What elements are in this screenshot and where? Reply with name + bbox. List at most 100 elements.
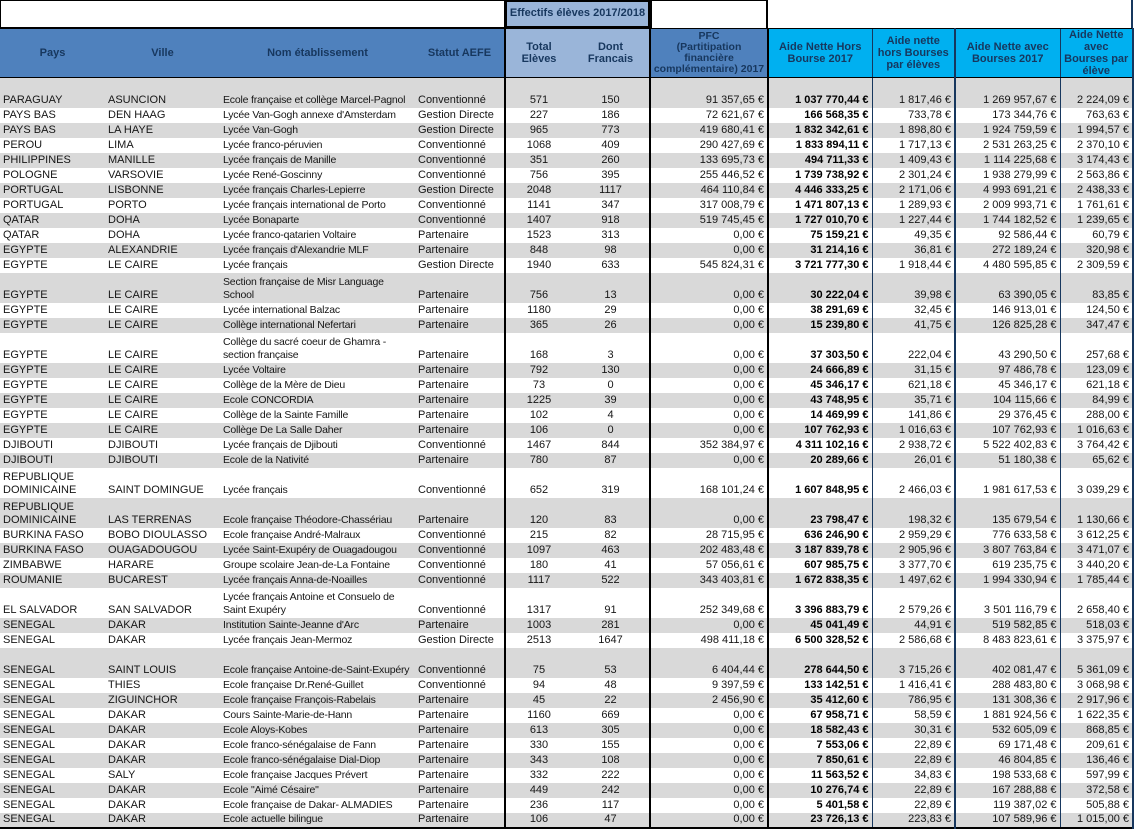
cell-aide-avec-par-eleve[interactable]: 288,00 € xyxy=(1059,407,1134,423)
cell-aide-avec-par-eleve[interactable]: 2 224,09 € xyxy=(1059,77,1134,108)
cell-pays[interactable]: PORTUGAL xyxy=(3,183,64,196)
cell-aide-avec-par-eleve[interactable]: 1 015,00 € xyxy=(1059,812,1134,828)
cell-nom-etablissement[interactable]: Lycée français xyxy=(223,258,288,271)
cell-statut-aefe[interactable]: Conventionné xyxy=(418,543,486,556)
cell-aide-avec-par-eleve[interactable]: 621,18 € xyxy=(1059,377,1134,393)
col-header-statut-aefe[interactable]: Statut AEFE xyxy=(415,28,505,78)
cell-pays[interactable]: POLOGNE xyxy=(3,168,58,181)
cell-nom-etablissement[interactable]: Lycée français de Djibouti xyxy=(223,438,338,451)
cell-aide-hors[interactable]: 607 985,75 € xyxy=(767,557,872,573)
cell-aide-avec[interactable]: 198 533,68 € xyxy=(954,767,1060,783)
cell-statut-aefe[interactable]: Partenaire xyxy=(418,798,469,811)
cell-nom-etablissement[interactable]: Lycée Van-Gogh xyxy=(223,123,298,136)
cell-ville[interactable]: SAN SALVADOR xyxy=(108,603,192,616)
cell-aide-avec[interactable]: 46 804,85 € xyxy=(954,752,1060,768)
cell-aide-avec[interactable]: 119 387,02 € xyxy=(954,797,1060,813)
cell-pays[interactable]: DJIBOUTI xyxy=(3,453,54,466)
cell-aide-avec[interactable]: 776 633,58 € xyxy=(954,527,1060,543)
cell-aide-hors-par-eleve[interactable]: 2 301,24 € xyxy=(871,167,955,183)
cell-nom-etablissement[interactable]: Lycée français Charles-Lepierre xyxy=(223,183,366,196)
cell-aide-avec[interactable]: 4 993 691,21 € xyxy=(954,182,1060,198)
cell-statut-aefe[interactable]: Conventionné xyxy=(418,213,486,226)
cell-aide-avec[interactable]: 1 744 182,52 € xyxy=(954,212,1060,228)
cell-aide-hors-par-eleve[interactable]: 1 817,46 € xyxy=(871,77,955,108)
col-header-aide-hors-par-eleve[interactable]: Aide nette hors Bourses par élèves xyxy=(871,28,955,78)
cell-ville[interactable]: DAKAR xyxy=(108,708,146,721)
cell-dont-francais[interactable]: 48 xyxy=(604,678,617,691)
cell-pfc[interactable]: 0,00 € xyxy=(649,332,768,363)
cell-pays[interactable]: SENEGAL xyxy=(3,798,55,811)
cell-aide-hors[interactable]: 15 239,80 € xyxy=(767,317,872,333)
cell-dont-francais[interactable]: 22 xyxy=(604,693,617,706)
cell-ville[interactable]: MANILLE xyxy=(108,153,156,166)
cell-nom-etablissement[interactable]: Section française de Misr Language Schoo… xyxy=(223,275,384,301)
cell-total-eleves[interactable]: 1180 xyxy=(504,302,572,318)
cell-aide-avec[interactable]: 146 913,01 € xyxy=(954,302,1060,318)
cell-dont-francais[interactable]: 186 xyxy=(601,108,620,121)
cell-aide-hors-par-eleve[interactable]: 2 959,29 € xyxy=(871,527,955,543)
cell-aide-hors[interactable]: 1 833 894,11 € xyxy=(767,137,872,153)
cell-ville[interactable]: DOHA xyxy=(108,228,140,241)
cell-aide-avec-par-eleve[interactable]: 3 174,43 € xyxy=(1059,152,1134,168)
cell-nom-etablissement[interactable]: Ecole franco-sénégalaise de Fann xyxy=(223,738,376,751)
cell-aide-hors[interactable]: 24 666,89 € xyxy=(767,362,872,378)
cell-aide-avec-par-eleve[interactable]: 257,68 € xyxy=(1059,332,1134,363)
cell-aide-avec-par-eleve[interactable]: 372,58 € xyxy=(1059,782,1134,798)
cell-nom-etablissement[interactable]: Ecole française François-Rabelais xyxy=(223,693,376,706)
cell-aide-hors-par-eleve[interactable]: 786,95 € xyxy=(871,692,955,708)
cell-aide-hors-par-eleve[interactable]: 2 171,06 € xyxy=(871,182,955,198)
cell-dont-francais[interactable]: 260 xyxy=(601,153,620,166)
cell-aide-hors-par-eleve[interactable]: 141,86 € xyxy=(871,407,955,423)
cell-aide-avec-par-eleve[interactable]: 60,79 € xyxy=(1059,227,1134,243)
cell-total-eleves[interactable]: 1117 xyxy=(504,572,572,588)
cell-nom-etablissement[interactable]: Ecole française Jacques Prévert xyxy=(223,768,368,781)
cell-ville[interactable]: LE CAIRE xyxy=(108,363,159,376)
cell-ville[interactable]: DAKAR xyxy=(108,753,146,766)
cell-nom-etablissement[interactable]: Ecole de la Nativité xyxy=(223,453,309,466)
cell-total-eleves[interactable]: 102 xyxy=(504,407,572,423)
cell-aide-hors-par-eleve[interactable]: 22,89 € xyxy=(871,752,955,768)
cell-pays[interactable]: DJIBOUTI xyxy=(3,438,54,451)
cell-ville[interactable]: DJIBOUTI xyxy=(108,453,159,466)
cell-total-eleves[interactable]: 45 xyxy=(504,692,572,708)
cell-aide-avec-par-eleve[interactable]: 136,46 € xyxy=(1059,752,1134,768)
cell-pays[interactable]: EGYPTE xyxy=(3,303,48,316)
cell-dont-francais[interactable]: 13 xyxy=(604,288,617,301)
cell-pfc[interactable]: 0,00 € xyxy=(649,767,768,783)
cell-total-eleves[interactable]: 330 xyxy=(504,737,572,753)
cell-aide-avec[interactable]: 167 288,88 € xyxy=(954,782,1060,798)
cell-aide-avec-par-eleve[interactable]: 84,99 € xyxy=(1059,392,1134,408)
cell-aide-hors[interactable]: 18 582,43 € xyxy=(767,722,872,738)
cell-statut-aefe[interactable]: Partenaire xyxy=(418,303,469,316)
cell-pays[interactable]: SENEGAL xyxy=(3,753,55,766)
cell-aide-hors-par-eleve[interactable]: 26,01 € xyxy=(871,452,955,468)
cell-aide-hors-par-eleve[interactable]: 222,04 € xyxy=(871,332,955,363)
cell-nom-etablissement[interactable]: Lycée français d'Alexandrie MLF xyxy=(223,243,369,256)
cell-pays[interactable]: BURKINA FASO xyxy=(3,528,84,541)
cell-aide-avec[interactable]: 8 483 823,61 € xyxy=(954,632,1060,648)
cell-pays[interactable]: SENEGAL xyxy=(3,678,55,691)
cell-dont-francais[interactable]: 4 xyxy=(607,408,614,421)
cell-nom-etablissement[interactable]: Collège de la Mère de Dieu xyxy=(223,378,346,391)
cell-pfc[interactable]: 0,00 € xyxy=(649,617,768,633)
cell-statut-aefe[interactable]: Conventionné xyxy=(418,483,486,496)
cell-pays[interactable]: SENEGAL xyxy=(3,812,55,825)
cell-nom-etablissement[interactable]: Lycée international Balzac xyxy=(223,303,340,316)
cell-pfc[interactable]: 343 403,81 € xyxy=(649,572,768,588)
cell-pfc[interactable]: 0,00 € xyxy=(649,707,768,723)
cell-pfc[interactable]: 519 745,45 € xyxy=(649,212,768,228)
cell-total-eleves[interactable]: 1068 xyxy=(504,137,572,153)
cell-pfc[interactable]: 57 056,61 € xyxy=(649,557,768,573)
cell-dont-francais[interactable]: 222 xyxy=(601,768,620,781)
cell-statut-aefe[interactable]: Partenaire xyxy=(418,783,469,796)
cell-pays[interactable]: SENEGAL xyxy=(3,633,55,646)
cell-ville[interactable]: LISBONNE xyxy=(108,183,164,196)
cell-nom-etablissement[interactable]: Lycée français de Manille xyxy=(223,153,337,166)
cell-pfc[interactable]: 498 411,18 € xyxy=(649,632,768,648)
cell-aide-avec-par-eleve[interactable]: 868,85 € xyxy=(1059,722,1134,738)
cell-aide-avec[interactable]: 173 344,76 € xyxy=(954,107,1060,123)
cell-pfc[interactable]: 0,00 € xyxy=(649,782,768,798)
cell-aide-avec-par-eleve[interactable]: 3 068,98 € xyxy=(1059,677,1134,693)
cell-total-eleves[interactable]: 780 xyxy=(504,452,572,468)
cell-aide-hors[interactable]: 133 142,51 € xyxy=(767,677,872,693)
